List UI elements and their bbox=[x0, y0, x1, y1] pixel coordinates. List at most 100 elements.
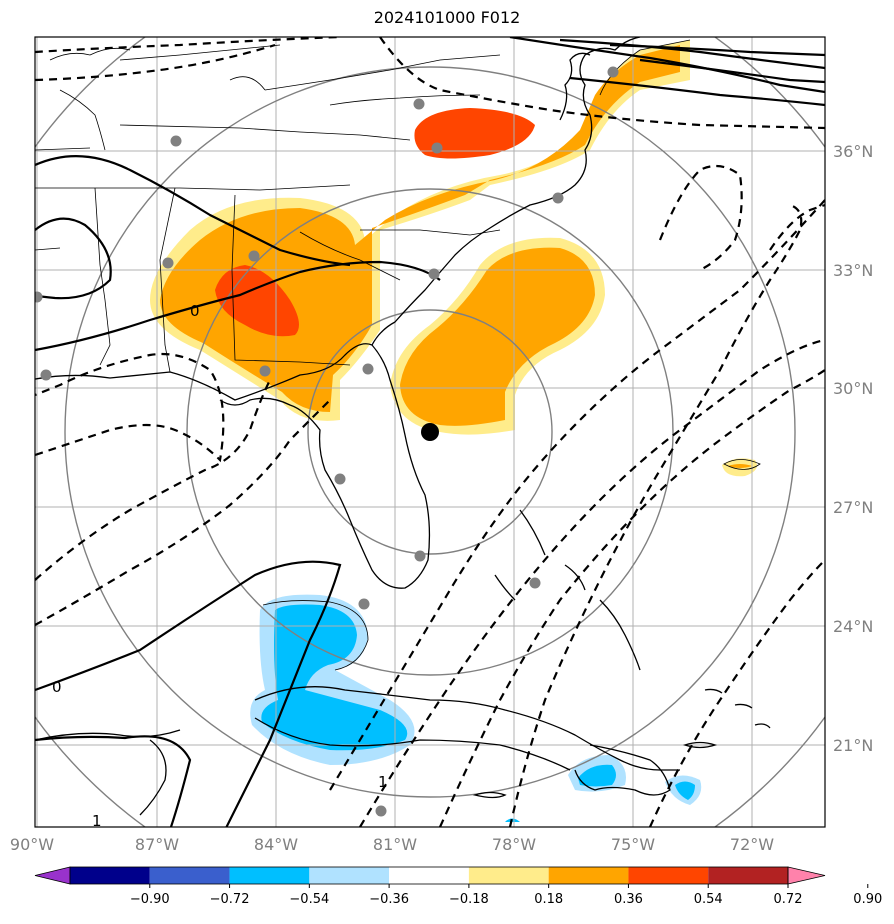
us-east-coast bbox=[35, 343, 431, 589]
shade-puerto-rico-blue bbox=[675, 781, 695, 800]
colorbar-extend-low bbox=[34, 866, 71, 885]
contour-solid-north-3 bbox=[609, 43, 825, 57]
station-dot bbox=[358, 598, 370, 610]
colorbar-segments bbox=[34, 866, 826, 885]
jamaica bbox=[472, 791, 507, 799]
contour-dashed-4 bbox=[35, 352, 225, 463]
contour-label-group: 0 0 1 1 bbox=[52, 302, 388, 830]
bahamas-1 bbox=[519, 509, 546, 556]
shade-cuba-blue bbox=[261, 604, 408, 751]
shade-georgia-red bbox=[215, 265, 299, 337]
colorbar-segment bbox=[548, 867, 629, 884]
colorbar-extend-high bbox=[787, 866, 826, 885]
contour-zero-upper bbox=[35, 155, 351, 267]
shade-offshore-east-orange bbox=[728, 464, 752, 468]
station-dot bbox=[170, 135, 182, 147]
colorbar-tick-label: 0.36 bbox=[614, 892, 643, 907]
lat-tick-label: 33°N bbox=[833, 261, 873, 280]
contour-label-zero-south: 0 bbox=[52, 678, 62, 696]
bahamas-3 bbox=[599, 599, 641, 671]
lon-tick-label: 84°W bbox=[254, 835, 298, 854]
contour-dashed-1 bbox=[35, 37, 341, 54]
colorbar-segment bbox=[309, 867, 390, 884]
colorbar-segment bbox=[149, 867, 230, 884]
contour-dashed-3 bbox=[379, 37, 825, 130]
lon-tick-label: 72°W bbox=[730, 835, 774, 854]
shading-outlines bbox=[262, 39, 761, 671]
colorbar-segment bbox=[708, 867, 788, 884]
lon-tick-label: 75°W bbox=[611, 835, 655, 854]
colorbar-tick-label: −0.54 bbox=[289, 892, 329, 907]
colorbar-frame bbox=[69, 866, 789, 885]
contour-dashed-11 bbox=[648, 559, 825, 827]
contour-label-one-b: 1 bbox=[92, 812, 102, 830]
contour-label-zero-north: 0 bbox=[190, 302, 200, 320]
station-dot bbox=[334, 473, 346, 485]
station-dot bbox=[428, 268, 440, 280]
station-dot bbox=[248, 250, 260, 262]
bahamas-2 bbox=[564, 564, 586, 591]
colorbar-ticks: −0.90 −0.72 −0.54 −0.36 −0.18 0.18 0.36 0.54 0.7… bbox=[130, 884, 882, 907]
station-dot bbox=[607, 66, 619, 78]
station-dot bbox=[259, 365, 271, 377]
graticule bbox=[35, 37, 825, 827]
contour-dashed-5 bbox=[35, 379, 271, 581]
contour-dashed-8 bbox=[359, 338, 825, 827]
stations bbox=[35, 66, 619, 817]
lat-tick-label: 36°N bbox=[833, 142, 873, 161]
contour-dashed-12 bbox=[658, 164, 743, 271]
contour-solid-southwest bbox=[35, 735, 192, 827]
lat-axis: 21°N 24°N 27°N 30°N 33°N 36°N bbox=[833, 142, 873, 755]
lat-tick-label: 30°N bbox=[833, 379, 873, 398]
contour-zero-south bbox=[35, 560, 342, 827]
islands-east bbox=[704, 688, 771, 729]
station-dot bbox=[529, 577, 541, 589]
colorbar-tick-label: −0.90 bbox=[130, 892, 170, 907]
contour-dashed-7 bbox=[329, 199, 825, 791]
station-dot bbox=[35, 291, 43, 303]
colorbar-tick-label: −0.18 bbox=[449, 892, 489, 907]
shade-carolinas-red bbox=[414, 108, 535, 159]
colorbar-segment bbox=[70, 867, 150, 884]
contour-dashed-10 bbox=[508, 203, 803, 827]
yucatan bbox=[35, 729, 181, 741]
lon-tick-label: 90°W bbox=[10, 835, 54, 854]
cuba-coast bbox=[254, 686, 680, 771]
station-dot bbox=[413, 98, 425, 110]
contour-label-one-a: 1 bbox=[378, 773, 388, 791]
lat-tick-label: 21°N bbox=[833, 736, 873, 755]
shade-atlantic-orange bbox=[400, 247, 595, 426]
contour-zero-west bbox=[35, 217, 112, 300]
colorbar: −0.90 −0.72 −0.54 −0.36 −0.18 0.18 0.36 0.54 0.7… bbox=[34, 866, 882, 907]
center-marker bbox=[421, 423, 439, 441]
station-dot bbox=[552, 192, 564, 204]
contour-solid-north-4 bbox=[639, 58, 825, 84]
us-east-coast-north bbox=[371, 37, 641, 346]
station-dot bbox=[40, 369, 52, 381]
lon-tick-label: 78°W bbox=[492, 835, 536, 854]
positive-shading bbox=[150, 40, 758, 477]
station-dot bbox=[362, 363, 374, 375]
central-america bbox=[139, 739, 167, 816]
coastlines bbox=[35, 37, 771, 816]
cuba-south bbox=[254, 717, 571, 771]
lon-tick-label: 87°W bbox=[135, 835, 179, 854]
contour-lines bbox=[35, 37, 825, 827]
map-title: 2024101000 F012 bbox=[373, 8, 521, 27]
lon-tick-label: 81°W bbox=[373, 835, 417, 854]
map-frame bbox=[34, 36, 826, 828]
colorbar-tick-label: 0.72 bbox=[774, 892, 803, 907]
colorbar-segment bbox=[628, 867, 709, 884]
contour-dashed-6 bbox=[35, 399, 331, 626]
chesapeake bbox=[559, 52, 591, 121]
colorbar-tick-label: 0.90 bbox=[853, 892, 882, 907]
colorbar-segment bbox=[468, 867, 549, 884]
station-dot bbox=[375, 805, 387, 817]
colorbar-tick-label: 0.18 bbox=[534, 892, 563, 907]
contour-solid-north-2 bbox=[559, 38, 825, 70]
colorbar-tick-label: 0.54 bbox=[694, 892, 723, 907]
contour-dashed-13 bbox=[769, 203, 825, 251]
colorbar-segment bbox=[389, 867, 469, 884]
colorbar-tick-label: −0.72 bbox=[210, 892, 250, 907]
